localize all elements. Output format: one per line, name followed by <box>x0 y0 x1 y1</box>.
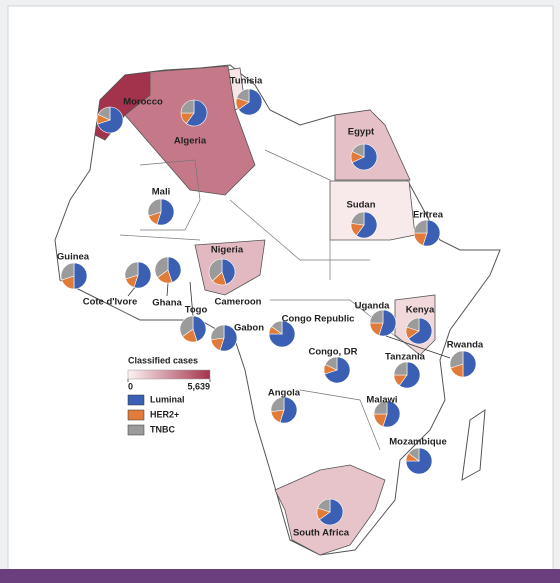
pie-slice <box>221 258 236 285</box>
legend-label: HER2+ <box>150 409 179 419</box>
country-label: Nigeria <box>211 245 244 256</box>
pie-slice <box>97 106 111 121</box>
pie-slice <box>124 261 139 280</box>
leader-line <box>385 335 451 359</box>
pie-slice <box>393 361 408 376</box>
country-label: Rwanda <box>447 340 484 351</box>
country-label: Cote d'Ivore <box>83 297 138 308</box>
pie-slice <box>185 99 208 127</box>
pie-slice <box>270 396 285 412</box>
country-label: Sudan <box>346 200 375 211</box>
country-label: South Africa <box>293 528 350 539</box>
pie-slice <box>60 262 75 281</box>
legend-swatch <box>127 394 145 406</box>
country-label: Mozambique <box>389 437 447 448</box>
country-label: Guinea <box>57 252 90 263</box>
pie-slice <box>154 256 169 279</box>
legend-label: Luminal <box>150 394 185 404</box>
pie-slice <box>73 262 88 290</box>
pie-slice <box>192 315 207 342</box>
pie-slice <box>324 356 338 371</box>
country-label: Gabon <box>234 323 264 334</box>
pie-slice <box>373 400 388 415</box>
country-label: Tanzania <box>385 352 426 363</box>
leader-line <box>189 281 194 317</box>
country-label: Algeria <box>174 136 207 147</box>
country-label: Morocco <box>123 97 163 108</box>
country-label: Uganda <box>355 301 391 312</box>
pie-slice <box>319 498 344 526</box>
country-label: Kenya <box>406 305 435 316</box>
country-label: Mali <box>152 187 170 198</box>
country-label: Tunisia <box>230 76 263 87</box>
pie-slice <box>147 198 162 217</box>
borders <box>119 149 401 451</box>
pie-slice <box>167 256 182 283</box>
pie-slice <box>449 350 464 369</box>
country-label: Malawi <box>366 395 397 406</box>
pie-slice <box>208 258 223 282</box>
pie-slice <box>179 315 194 338</box>
pie-slice <box>180 99 195 114</box>
pie-slice <box>413 219 428 234</box>
legend-title: Classified cases <box>128 355 198 365</box>
country-label: Congo, DR <box>308 347 357 358</box>
country-label: Togo <box>185 305 208 316</box>
pie-slice <box>317 498 331 513</box>
pie-slice <box>406 317 420 332</box>
pie-slice <box>408 317 433 345</box>
country-label: Congo Republic <box>282 314 355 325</box>
pie-slice <box>408 447 420 462</box>
madagascar <box>461 409 486 481</box>
legend-swatch <box>127 409 145 421</box>
leader-line <box>166 282 169 297</box>
pie-slice <box>369 309 384 324</box>
country-label: Ghana <box>152 298 182 309</box>
country-label: Angola <box>268 388 301 399</box>
footer-bar <box>0 569 560 583</box>
pie-slice <box>238 88 263 116</box>
country-fill <box>124 65 256 196</box>
pie-slice <box>236 88 250 103</box>
pie-slice <box>210 324 225 340</box>
colorbar <box>127 369 211 380</box>
colorbar-min: 0 <box>128 381 133 391</box>
country-label: Egypt <box>348 127 375 138</box>
pie-slice <box>271 320 283 335</box>
pie-slice <box>350 211 365 226</box>
country-label: Eritrea <box>413 210 444 221</box>
pie-slice <box>462 350 477 378</box>
legend-swatch <box>127 424 145 436</box>
colorbar-max: 5,639 <box>187 381 210 391</box>
pie-slice <box>355 211 378 239</box>
pie-slice <box>351 143 365 158</box>
pie-slice <box>398 361 421 389</box>
country-label: Cameroon <box>215 297 262 308</box>
legend-label: TNBC <box>150 424 175 434</box>
